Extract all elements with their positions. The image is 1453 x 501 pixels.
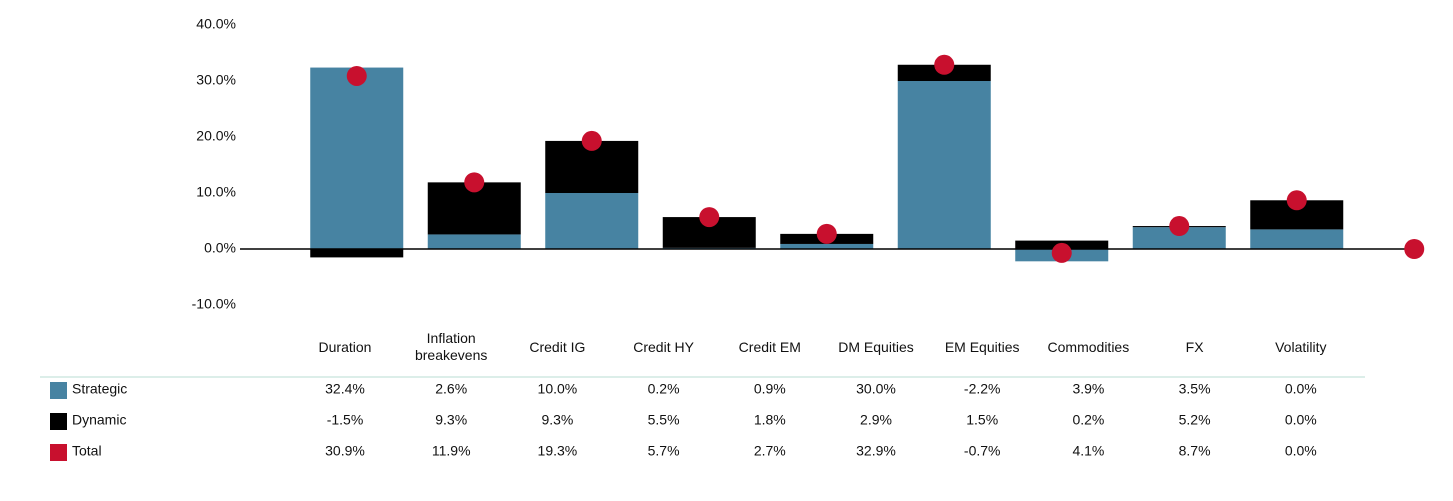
bar-segment (545, 193, 639, 249)
table-value: 4.1% (1072, 443, 1104, 459)
table-value: 1.8% (754, 412, 786, 428)
x-tick-label: Duration (318, 338, 372, 355)
total-dot (816, 223, 837, 244)
table-value: 5.5% (648, 412, 680, 428)
bar-segment (310, 67, 404, 249)
table-value: 5.2% (1179, 412, 1211, 428)
y-tick-label: 0.0% (204, 240, 236, 256)
table-value: 10.0% (538, 381, 578, 397)
x-tick-label: Credit HY (633, 338, 694, 355)
total-dot (1286, 190, 1307, 211)
y-tick-label: -10.0% (192, 296, 236, 312)
table-value: 19.3% (538, 443, 578, 459)
table-value: 30.9% (325, 443, 365, 459)
table-value: 32.4% (325, 381, 365, 397)
legend-label: Strategic (72, 381, 127, 397)
table-value: 0.0% (1285, 443, 1317, 459)
table-value: 32.9% (856, 443, 896, 459)
total-dot (1051, 242, 1072, 263)
bar-segment (1132, 227, 1226, 249)
total-dot (346, 65, 367, 86)
table-value: 3.5% (1179, 381, 1211, 397)
table-value: 30.0% (856, 381, 896, 397)
table-value: 9.3% (435, 412, 467, 428)
y-tick-label: 30.0% (196, 72, 236, 88)
table-value: 0.0% (1285, 412, 1317, 428)
total-dot (1169, 216, 1190, 237)
x-tick-label: DM Equities (838, 338, 914, 355)
table-value: 2.7% (754, 443, 786, 459)
x-tick-label: Credit EM (738, 338, 801, 355)
total-dot (1404, 239, 1425, 259)
table-value: 0.2% (648, 381, 680, 397)
table-value: -2.2% (964, 381, 1001, 397)
legend-swatch (50, 444, 67, 461)
table-value: 1.5% (966, 412, 998, 428)
table-value: 9.3% (541, 412, 573, 428)
x-tick-label: Inflation breakevens (414, 330, 488, 363)
x-tick-label: Volatility (1275, 338, 1327, 355)
table-value: 2.6% (435, 381, 467, 397)
bar-segment (310, 249, 404, 258)
legend-swatch (50, 413, 67, 430)
table-value: -1.5% (327, 412, 364, 428)
bar-segment (897, 81, 991, 249)
legend-swatch (50, 382, 67, 399)
total-dot (581, 130, 602, 151)
table-value: 0.2% (1072, 412, 1104, 428)
bar-segment (427, 234, 521, 249)
legend-label: Dynamic (72, 412, 126, 428)
bar-segment (1250, 229, 1344, 249)
table-value: -0.7% (964, 443, 1001, 459)
legend-label: Total (72, 443, 102, 459)
total-dot (464, 172, 485, 193)
total-dot (934, 54, 955, 75)
table-value: 11.9% (432, 443, 471, 459)
y-tick-label: 10.0% (196, 184, 236, 200)
table-value: 3.9% (1072, 381, 1104, 397)
total-dot (699, 207, 720, 228)
bar-segment (780, 243, 874, 249)
table-value: 0.0% (1285, 381, 1317, 397)
x-tick-label: Commodities (1047, 338, 1130, 355)
x-tick-label: FX (1185, 338, 1204, 355)
y-tick-label: 40.0% (196, 16, 236, 32)
x-tick-label: Credit IG (529, 338, 586, 355)
table-value: 5.7% (648, 443, 680, 459)
y-tick-label: 20.0% (196, 128, 236, 144)
table-value: 8.7% (1179, 443, 1211, 459)
x-tick-label: EM Equities (944, 338, 1020, 355)
table-value: 2.9% (860, 412, 892, 428)
table-value: 0.9% (754, 381, 786, 397)
